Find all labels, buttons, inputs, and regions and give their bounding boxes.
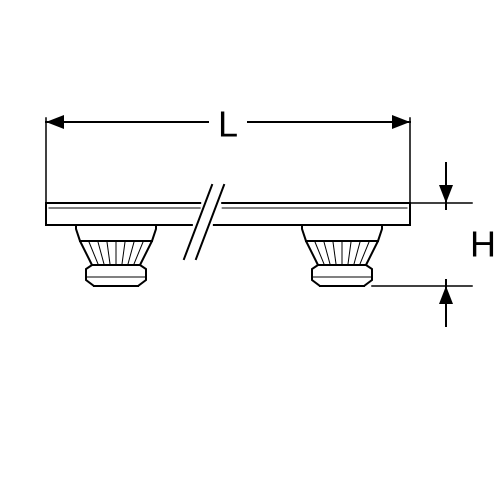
dim-length-label: L <box>218 104 238 145</box>
dim-height-label: H <box>470 224 496 265</box>
technical-diagram: LH <box>0 0 500 500</box>
